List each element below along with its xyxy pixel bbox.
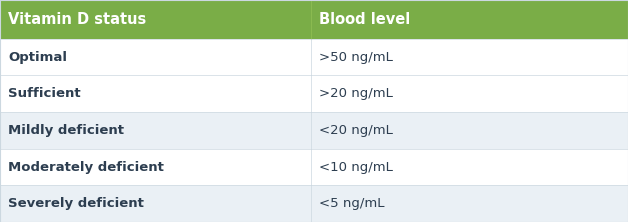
Text: <10 ng/mL: <10 ng/mL — [319, 161, 393, 174]
Text: Vitamin D status: Vitamin D status — [8, 12, 146, 27]
Text: <20 ng/mL: <20 ng/mL — [319, 124, 393, 137]
Bar — [0, 185, 628, 222]
Bar — [0, 112, 628, 149]
Text: <5 ng/mL: <5 ng/mL — [319, 197, 384, 210]
Text: Blood level: Blood level — [319, 12, 410, 27]
Text: Optimal: Optimal — [8, 51, 67, 64]
Text: Sufficient: Sufficient — [8, 87, 81, 100]
Bar — [0, 149, 628, 185]
Text: Severely deficient: Severely deficient — [8, 197, 144, 210]
Text: Mildly deficient: Mildly deficient — [8, 124, 124, 137]
Text: >20 ng/mL: >20 ng/mL — [319, 87, 393, 100]
Bar — [0, 75, 628, 112]
Bar — [0, 39, 628, 75]
Text: >50 ng/mL: >50 ng/mL — [319, 51, 393, 64]
Text: Moderately deficient: Moderately deficient — [8, 161, 164, 174]
Bar — [0, 0, 628, 39]
